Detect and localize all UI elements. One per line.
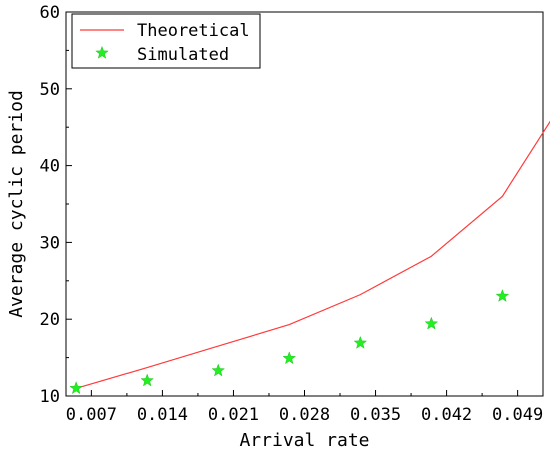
simulated-point (69, 381, 83, 395)
x-axis: 0.007 0.014 0.021 0.028 0.035 0.042 0.049 (66, 390, 543, 425)
legend-label-theoretical: Theoretical (137, 21, 250, 41)
plot-frame (65, 11, 544, 397)
series-layer (69, 120, 550, 395)
x-tick-label: 0.035 (350, 405, 401, 425)
x-axis-title: Arrival rate (239, 430, 369, 451)
legend: Theoretical Simulated (71, 13, 261, 69)
simulated-point (211, 363, 225, 377)
y-tick-label: 30 (40, 233, 60, 253)
y-tick-label: 50 (40, 80, 60, 100)
theoretical-line (75, 120, 550, 389)
simulated-point (353, 335, 368, 349)
x-tick-label: 0.049 (492, 405, 543, 425)
legend-label-simulated: Simulated (137, 45, 229, 65)
x-tick-label: 0.007 (66, 405, 117, 425)
y-tick-label: 60 (40, 3, 60, 23)
y-axis-title: Average cyclic period (6, 90, 27, 318)
legend-box (71, 13, 261, 69)
y-tick-label: 40 (40, 157, 60, 177)
x-tick-label: 0.021 (208, 405, 259, 425)
y-tick-label: 20 (40, 310, 60, 330)
y-axis: 10 20 30 40 50 60 (40, 3, 72, 407)
y-tick-label: 10 (40, 387, 60, 407)
simulated-point (282, 351, 297, 365)
x-tick-label: 0.042 (421, 405, 472, 425)
simulated-point (140, 373, 154, 387)
simulated-point (424, 316, 439, 330)
legend-star-marker (95, 45, 109, 59)
simulated-point (495, 289, 510, 302)
x-tick-label: 0.014 (137, 405, 188, 425)
plot-area: 0.007 0.014 0.021 0.028 0.035 0.042 0.049 10 20… (40, 3, 550, 425)
x-tick-label: 0.028 (279, 405, 330, 425)
